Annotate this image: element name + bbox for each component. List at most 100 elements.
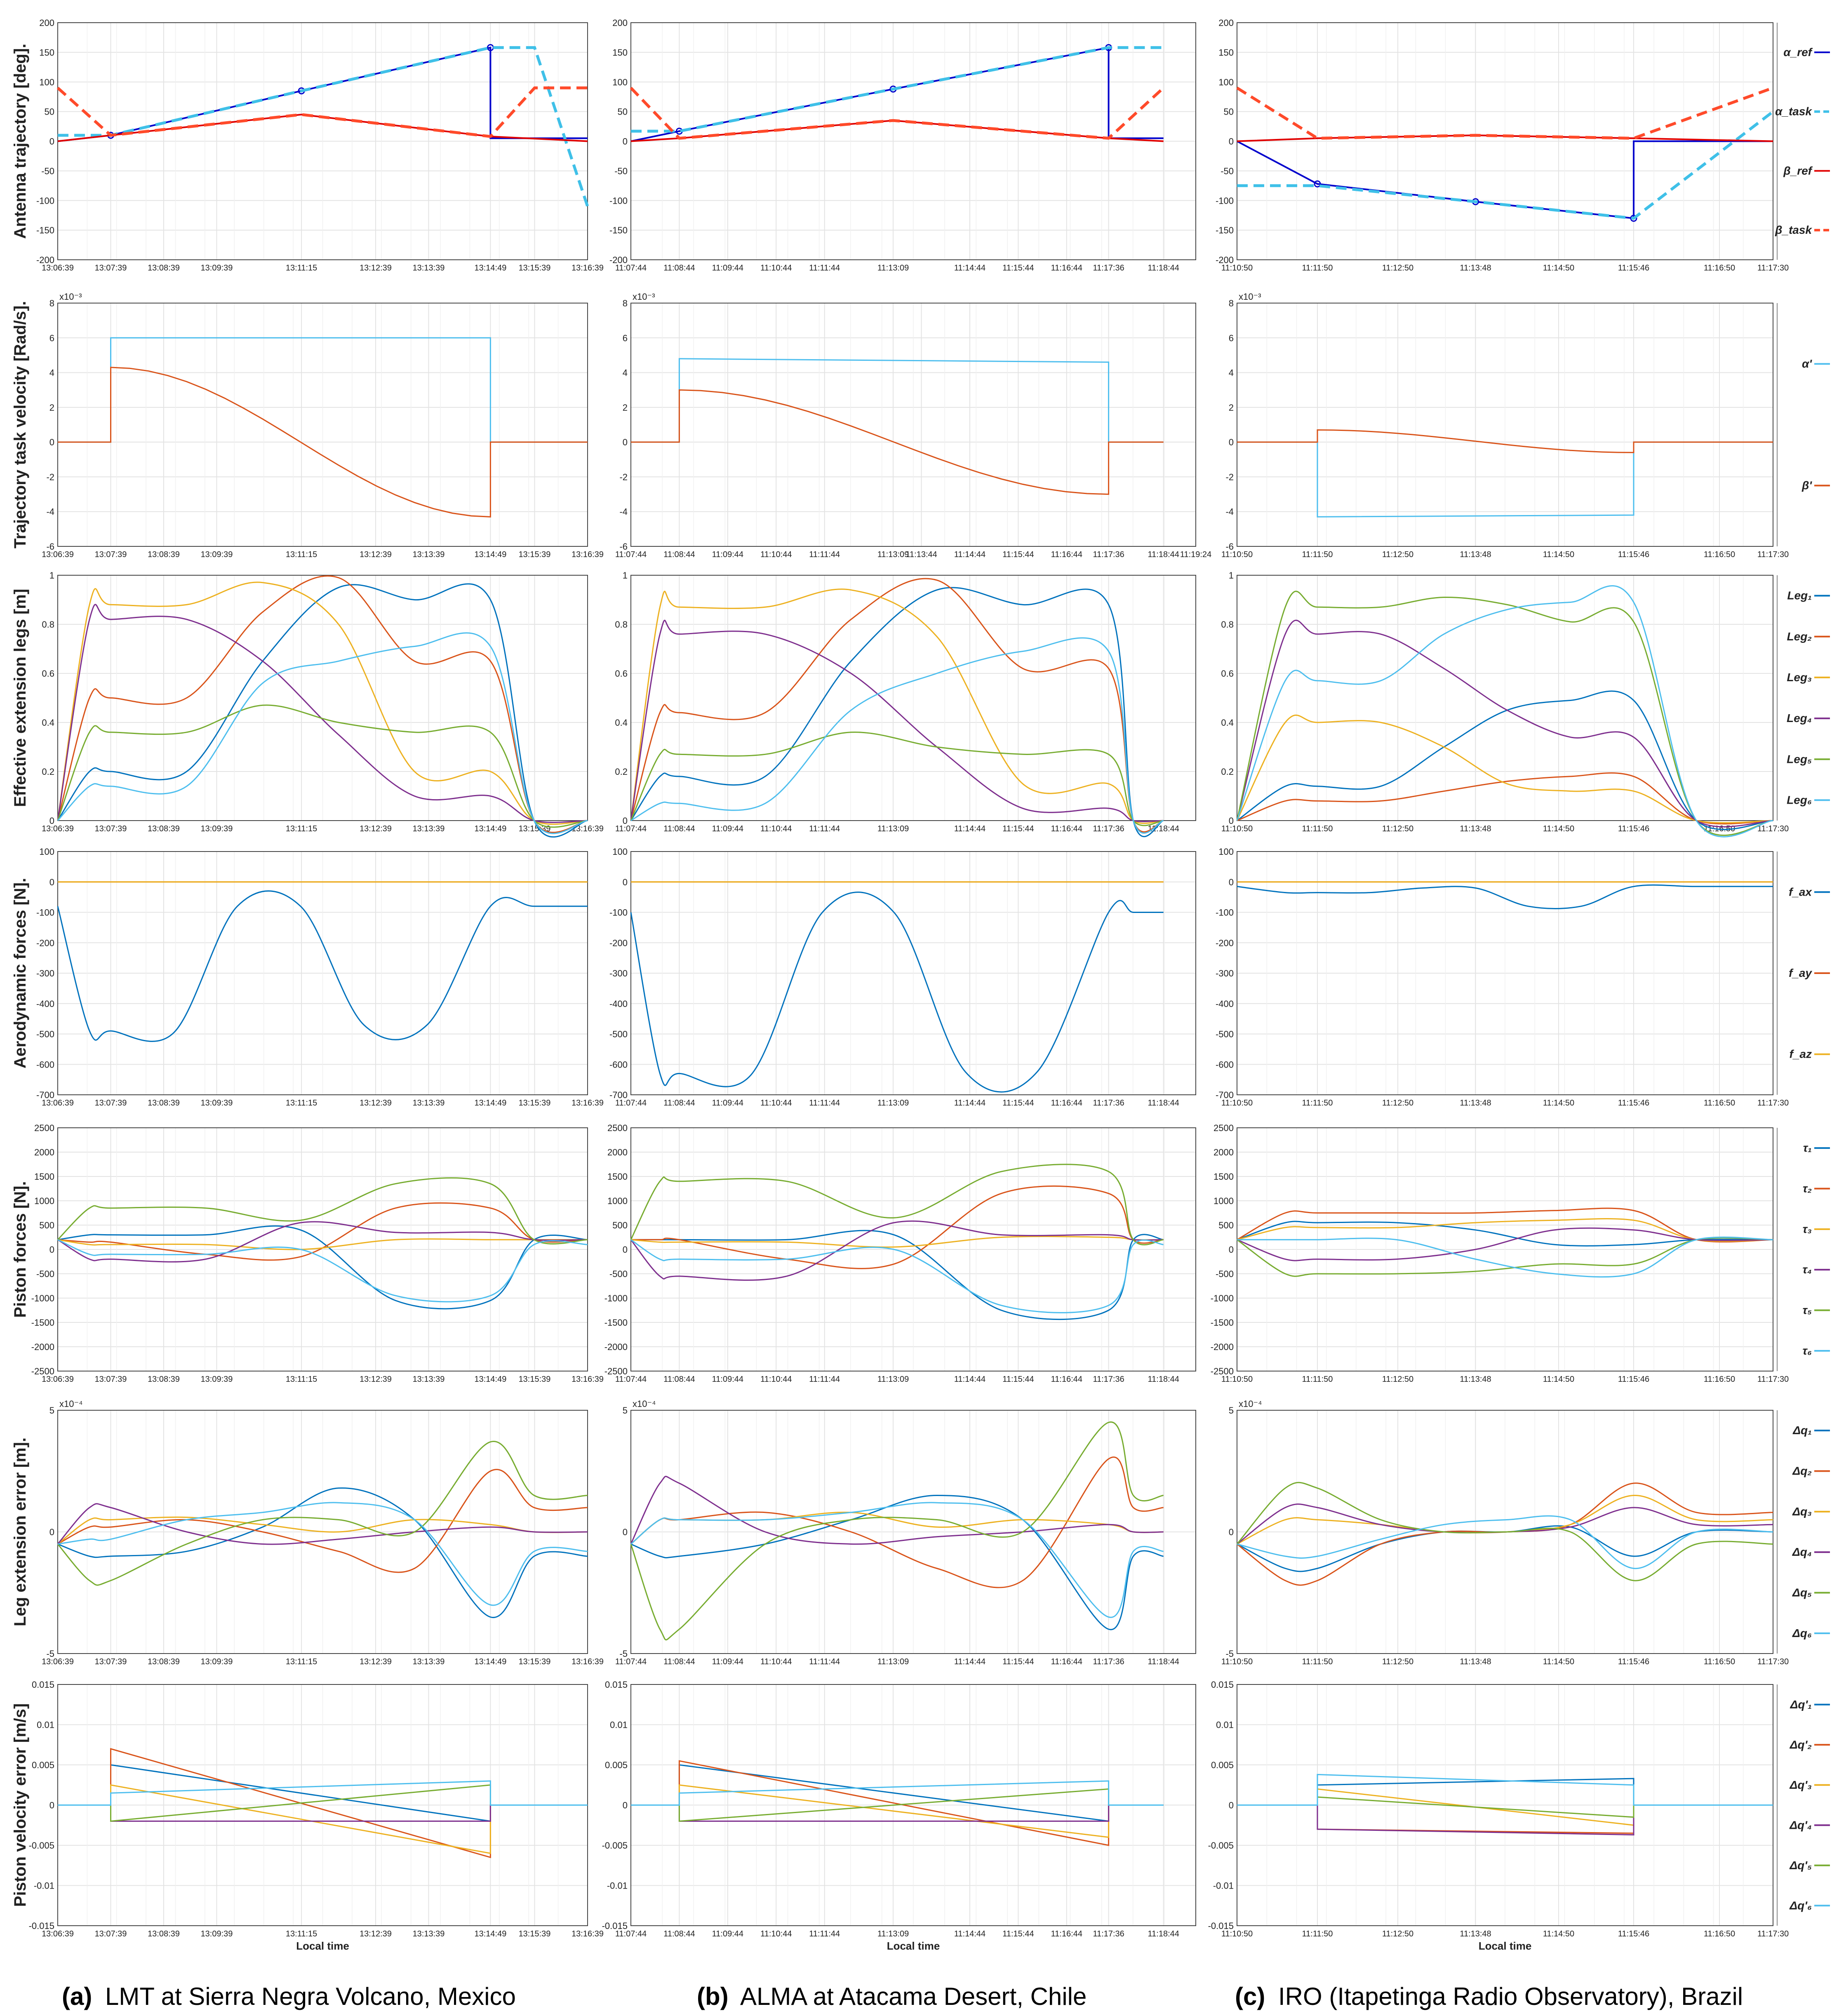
y-tick-label: -0.015 <box>1208 1921 1234 1931</box>
legend: Δq₁ Δq₂ Δq₃ Δq₄ Δq₅ Δq₆ <box>1777 1410 1830 1654</box>
series-a5-5 <box>57 1177 588 1244</box>
x-tick-label: 13:07:39 <box>95 263 127 273</box>
x-tick-label: 13:08:39 <box>148 550 180 559</box>
legend: α_ref α_task β_ref β_task <box>1775 23 1830 260</box>
series-c3-3 <box>1236 714 1773 823</box>
y-tick-label: 0.01 <box>610 1720 628 1730</box>
y-tick-label: -500 <box>36 1029 54 1040</box>
panel-c4: 100 0 -100 -200 -300 -400 -500 -600 -70011:10:50… <box>1216 847 1789 1108</box>
x-tick-label: 11:11:44 <box>809 1657 840 1666</box>
series-a6-6 <box>57 1502 588 1606</box>
x-tick-label: 11:11:50 <box>1302 550 1333 559</box>
plot-frame <box>630 851 1196 1095</box>
x-tick-label: 11:09:44 <box>712 263 743 273</box>
y-tick-label: 0 <box>49 1244 54 1255</box>
y-tick-label: 6 <box>49 333 54 343</box>
legend: f_ax f_ay f_az <box>1777 852 1830 1095</box>
y-tick-label: 0.015 <box>32 1680 54 1690</box>
x-tick-label: 11:17:30 <box>1757 1375 1789 1384</box>
x-tick-label: 11:15:44 <box>1002 1657 1034 1666</box>
legend: Leg₁ Leg₂ Leg₃ Leg₄ Leg₅ Leg₆ <box>1777 575 1830 821</box>
caption-c-text: IRO (Itapetinga Radio Observatory), Braz… <box>1278 1983 1743 2010</box>
x-tick-label: 11:09:44 <box>712 550 743 559</box>
y-tick-label: 0 <box>1229 1800 1234 1811</box>
x-tick-label: 11:16:44 <box>1051 1375 1082 1384</box>
y-tick-label: 1 <box>1229 570 1234 581</box>
series-b5-5 <box>630 1164 1164 1246</box>
x-tick-label: 11:14:50 <box>1543 824 1574 833</box>
y-tick-label: 2500 <box>34 1123 54 1133</box>
legend-label: Δq₂ <box>1792 1465 1812 1477</box>
x-tick-label: 11:14:50 <box>1543 263 1574 273</box>
x-tick-label: 13:09:39 <box>201 550 233 559</box>
y-tick-label: -1000 <box>31 1293 54 1303</box>
series-a4-1 <box>57 890 588 1042</box>
y-tick-label: -200 <box>36 255 54 265</box>
y-tick-label: 1500 <box>1213 1171 1234 1182</box>
y-tick-label: -50 <box>1221 166 1234 176</box>
y-tick-label: -4 <box>46 507 54 517</box>
x-tick-label: 11:11:44 <box>809 263 840 273</box>
x-tick-label: 11:08:44 <box>663 1929 695 1938</box>
x-tick-label: 13:11:15 <box>286 550 317 559</box>
y-tick-label: -150 <box>36 225 54 235</box>
series-b6-6 <box>630 1502 1164 1618</box>
x-tick-label: 13:14:49 <box>474 1375 506 1384</box>
x-tick-label: 11:13:44 <box>905 550 937 559</box>
x-tick-label: 13:09:39 <box>201 1929 233 1938</box>
x-tick-label: 13:15:39 <box>519 1375 551 1384</box>
y-tick-label: 8 <box>49 298 54 308</box>
series-a6-3 <box>57 1516 588 1545</box>
x-tick-label: 11:09:44 <box>712 1375 743 1384</box>
y-tick-label: 1000 <box>1213 1196 1234 1206</box>
x-tick-label: 11:12:50 <box>1382 550 1413 559</box>
x-tick-label: 11:12:50 <box>1382 1929 1413 1938</box>
x-tick-label: 13:09:39 <box>201 1099 233 1108</box>
x-tick-label: 13:12:39 <box>360 1099 392 1108</box>
series-a3-4 <box>57 604 588 823</box>
x-tick-label: 11:11:50 <box>1302 1929 1333 1938</box>
y-tick-label: -600 <box>609 1059 628 1070</box>
x-tick-label: 11:08:44 <box>663 824 695 833</box>
x-tick-label: 11:12:50 <box>1382 1657 1413 1666</box>
x-tick-label: 11:16:44 <box>1051 550 1082 559</box>
y-tick-label: 0 <box>49 816 54 826</box>
x-tick-label: 11:07:44 <box>615 1099 647 1108</box>
x-axis-label: Local time <box>296 1940 349 1952</box>
y-tick-label: -100 <box>1216 908 1234 918</box>
series-c5-6 <box>1237 1236 1773 1278</box>
y-tick-label: -100 <box>36 195 54 206</box>
x-tick-label: 11:11:44 <box>809 550 840 559</box>
panel-a5: 2500 2000 1500 1000 500 0 -500 -1000 -1500 -2000 -… <box>31 1123 604 1384</box>
legend-label: Δq₅ <box>1792 1586 1812 1599</box>
panel-b6: 5 0 -511:07:44 11:08:44 11:09:44 11:10:44 11:1… <box>615 1399 1196 1666</box>
x-tick-label: 13:16:39 <box>571 263 604 273</box>
x-tick-label: 13:07:39 <box>95 824 127 833</box>
legend-label: Δq'₁ <box>1790 1698 1812 1711</box>
x-tick-label: 13:07:39 <box>95 550 127 559</box>
x-tick-label: 13:11:15 <box>286 824 317 833</box>
axis-multiplier: x10⁻³ <box>1239 292 1261 302</box>
series-c6-6 <box>1237 1515 1773 1569</box>
x-tick-label: 13:06:39 <box>42 1375 74 1384</box>
panel-b3: 1 0.8 0.6 0.4 0.2 011:07:44 11:08:44 11:09:44 11… <box>615 570 1196 837</box>
x-tick-label: 11:08:44 <box>663 263 695 273</box>
legend-label: Leg₃ <box>1787 671 1812 684</box>
series-b1-4 <box>630 87 1165 140</box>
legend-label: Leg₁ <box>1787 589 1812 602</box>
x-tick-label: 11:11:50 <box>1302 824 1333 833</box>
plot-frame <box>630 1127 1196 1371</box>
panel-c7: 0.015 0.01 0.005 0 -0.005 -0.01 -0.01511:10:50… <box>1208 1680 1789 1938</box>
series-a3-1 <box>57 583 588 838</box>
y-tick-label: -50 <box>41 166 54 176</box>
x-tick-label: 13:13:39 <box>413 1099 445 1108</box>
x-tick-label: 11:13:48 <box>1460 1099 1491 1108</box>
x-tick-label: 11:15:44 <box>1002 824 1034 833</box>
row-ylabel: Trajectory task velocity [Rad/s]. <box>11 301 29 548</box>
y-tick-label: 8 <box>623 298 628 308</box>
series-a5-4 <box>57 1221 588 1263</box>
x-tick-label: 13:09:39 <box>201 1375 233 1384</box>
y-tick-label: -4 <box>1225 507 1234 517</box>
caption-b-text: ALMA at Atacama Desert, Chile <box>740 1983 1087 2010</box>
